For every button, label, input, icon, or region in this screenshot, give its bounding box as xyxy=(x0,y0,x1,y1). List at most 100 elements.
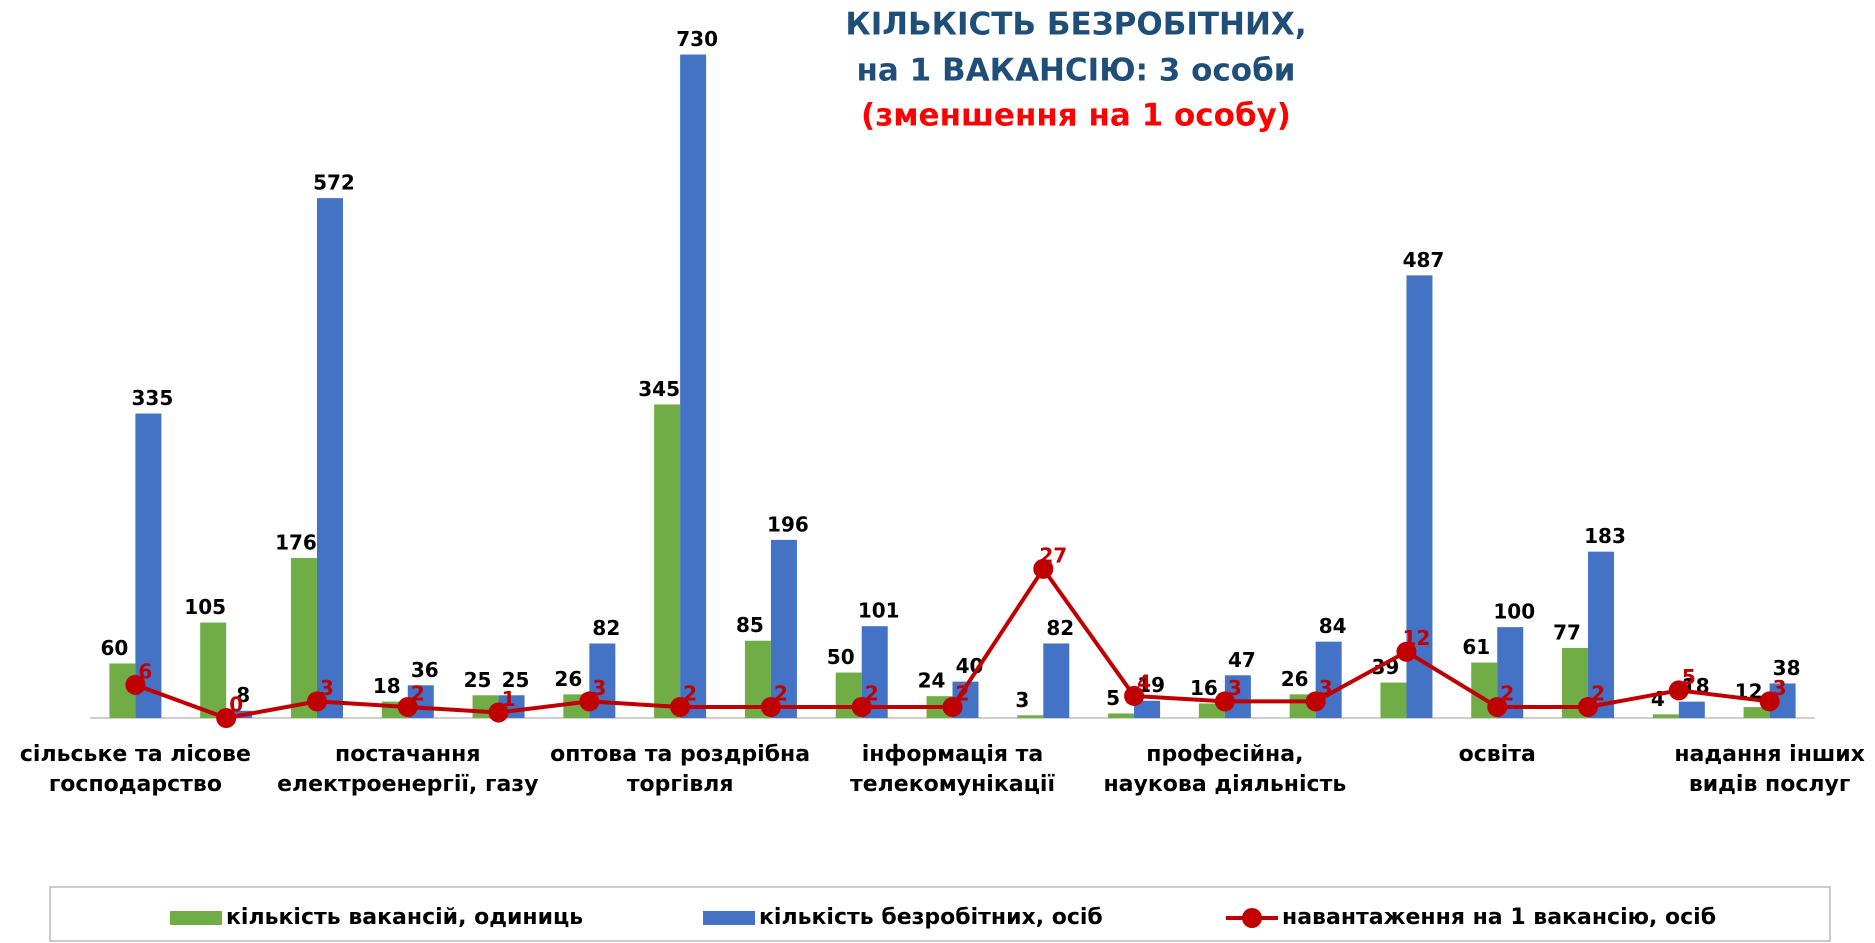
data-label: 487 xyxy=(1403,248,1445,272)
line-marker xyxy=(579,691,600,712)
bar xyxy=(316,198,343,718)
data-label: 61 xyxy=(1462,635,1490,659)
bar xyxy=(290,558,317,718)
line-marker xyxy=(1668,680,1689,701)
line-marker xyxy=(397,696,418,717)
bar xyxy=(1043,643,1070,718)
data-label: 100 xyxy=(1493,600,1535,624)
data-label: 38 xyxy=(1773,656,1801,680)
data-label: 3 xyxy=(592,676,606,700)
data-label: 0 xyxy=(229,693,243,717)
bar xyxy=(1652,714,1679,718)
line-marker xyxy=(1396,641,1417,662)
data-label: 196 xyxy=(767,512,809,536)
data-label: 5 xyxy=(1106,686,1120,710)
x-tick-label: освіта xyxy=(1458,742,1536,767)
x-tick-label: професійна, наукова діяльність xyxy=(1103,742,1347,797)
bar xyxy=(1588,551,1615,718)
line-marker xyxy=(216,708,237,728)
bar xyxy=(770,539,797,718)
bar xyxy=(1380,682,1407,718)
bar xyxy=(654,404,681,718)
data-label: 27 xyxy=(1039,543,1067,567)
line-marker xyxy=(125,674,146,695)
data-label: 2 xyxy=(1500,681,1514,705)
data-label: 84 xyxy=(1319,614,1347,638)
data-label: 16 xyxy=(1190,676,1218,700)
data-label: 18 xyxy=(373,674,401,698)
data-label: 12 xyxy=(1403,626,1431,650)
bar xyxy=(1017,715,1044,718)
data-label: 60 xyxy=(100,636,128,660)
legend-label: навантаження на 1 вакансію, осіб xyxy=(1282,905,1716,930)
data-label: 2 xyxy=(865,681,879,705)
data-label: 3 xyxy=(1015,688,1029,712)
bar xyxy=(1134,700,1161,718)
data-label: 1 xyxy=(502,687,516,711)
data-label: 4 xyxy=(1137,670,1151,694)
data-label: 8 xyxy=(236,683,250,707)
data-label: 183 xyxy=(1584,524,1626,548)
x-tick-label: оптова та роздрібна торгівля xyxy=(550,742,811,797)
data-label: 3 xyxy=(320,676,334,700)
chart-title: на 1 ВАКАНСІЮ: 3 особи xyxy=(857,53,1296,89)
bar xyxy=(135,413,162,718)
line-marker xyxy=(1033,558,1054,579)
x-tick-label: постачання електроенергії, газу xyxy=(277,742,539,797)
data-label: 50 xyxy=(827,645,855,669)
line-marker xyxy=(942,696,963,717)
data-label: 6 xyxy=(138,659,152,683)
data-label: 3 xyxy=(1773,676,1787,700)
x-tick-label: інформація та телекомунікації xyxy=(850,742,1055,797)
data-label: 2 xyxy=(774,681,788,705)
line-marker xyxy=(1214,691,1235,712)
data-label: 85 xyxy=(736,613,764,637)
legend-swatch xyxy=(1242,908,1262,928)
x-tick-label: надання інших видів послуг xyxy=(1674,742,1865,797)
data-label: 2 xyxy=(1591,681,1605,705)
bar xyxy=(1108,713,1135,718)
data-label: 2 xyxy=(411,681,425,705)
bar xyxy=(1678,701,1705,718)
data-label: 4 xyxy=(1651,687,1665,711)
data-label: 176 xyxy=(275,531,317,555)
data-label: 730 xyxy=(676,27,718,51)
data-label: 3 xyxy=(1319,676,1333,700)
line-marker xyxy=(488,702,509,723)
line-marker xyxy=(1124,685,1145,706)
x-tick-label: сільське та лісове господарство xyxy=(19,742,251,797)
chart-title: КІЛЬКІСТЬ БЕЗРОБІТНИХ, xyxy=(845,7,1306,43)
data-label: 105 xyxy=(184,595,226,619)
bar xyxy=(680,54,707,719)
line-marker xyxy=(1305,691,1326,712)
data-label: 24 xyxy=(918,669,946,693)
data-label: 82 xyxy=(592,616,620,640)
legend-label: кількість безробітних, осіб xyxy=(759,905,1103,930)
data-label: 26 xyxy=(1281,667,1309,691)
data-label: 77 xyxy=(1553,621,1581,645)
data-label: 82 xyxy=(1046,616,1074,640)
data-label: 36 xyxy=(411,658,439,682)
data-label: 3 xyxy=(1228,676,1242,700)
data-label: 26 xyxy=(554,667,582,691)
bar xyxy=(1743,707,1770,718)
chart-subtitle: (зменшення на 1 особу) xyxy=(861,98,1291,134)
data-label: 25 xyxy=(502,668,530,692)
data-label: 2 xyxy=(683,681,697,705)
line-marker xyxy=(760,696,781,717)
line-marker xyxy=(1759,691,1780,712)
data-label: 25 xyxy=(464,668,492,692)
data-label: 345 xyxy=(638,377,680,401)
data-label: 335 xyxy=(132,386,174,410)
legend-swatch xyxy=(703,911,755,925)
line-marker xyxy=(306,691,327,712)
line-marker xyxy=(1578,696,1599,717)
legend-box xyxy=(49,886,1831,942)
legend-swatch xyxy=(170,911,222,925)
legend-label: кількість вакансій, одиниць xyxy=(226,905,583,930)
data-label: 5 xyxy=(1682,665,1696,689)
line-marker xyxy=(851,696,872,717)
bar xyxy=(200,622,227,718)
